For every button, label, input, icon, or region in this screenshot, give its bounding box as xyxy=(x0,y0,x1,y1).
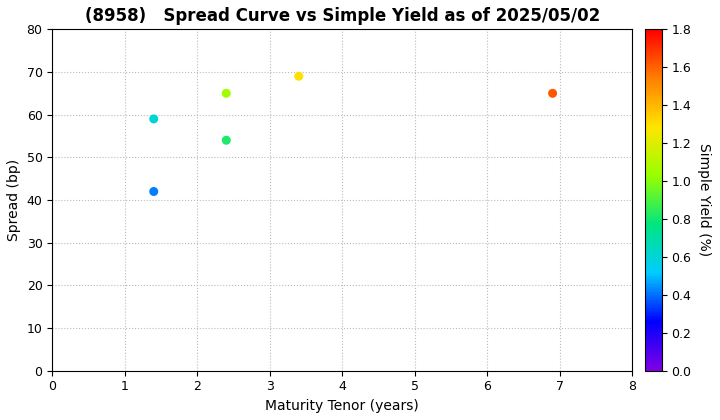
Y-axis label: Spread (bp): Spread (bp) xyxy=(7,159,21,241)
Point xyxy=(148,116,160,122)
Y-axis label: Simple Yield (%): Simple Yield (%) xyxy=(697,144,711,257)
Point xyxy=(220,90,232,97)
Point xyxy=(547,90,559,97)
Point xyxy=(148,188,160,195)
X-axis label: Maturity Tenor (years): Maturity Tenor (years) xyxy=(266,399,419,413)
Point xyxy=(220,137,232,144)
Point xyxy=(293,73,305,80)
Title: (8958)   Spread Curve vs Simple Yield as of 2025/05/02: (8958) Spread Curve vs Simple Yield as o… xyxy=(85,7,600,25)
